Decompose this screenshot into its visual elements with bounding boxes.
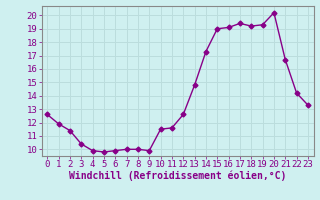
X-axis label: Windchill (Refroidissement éolien,°C): Windchill (Refroidissement éolien,°C)	[69, 171, 286, 181]
